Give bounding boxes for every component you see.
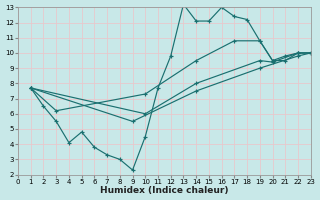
X-axis label: Humidex (Indice chaleur): Humidex (Indice chaleur)	[100, 186, 228, 195]
